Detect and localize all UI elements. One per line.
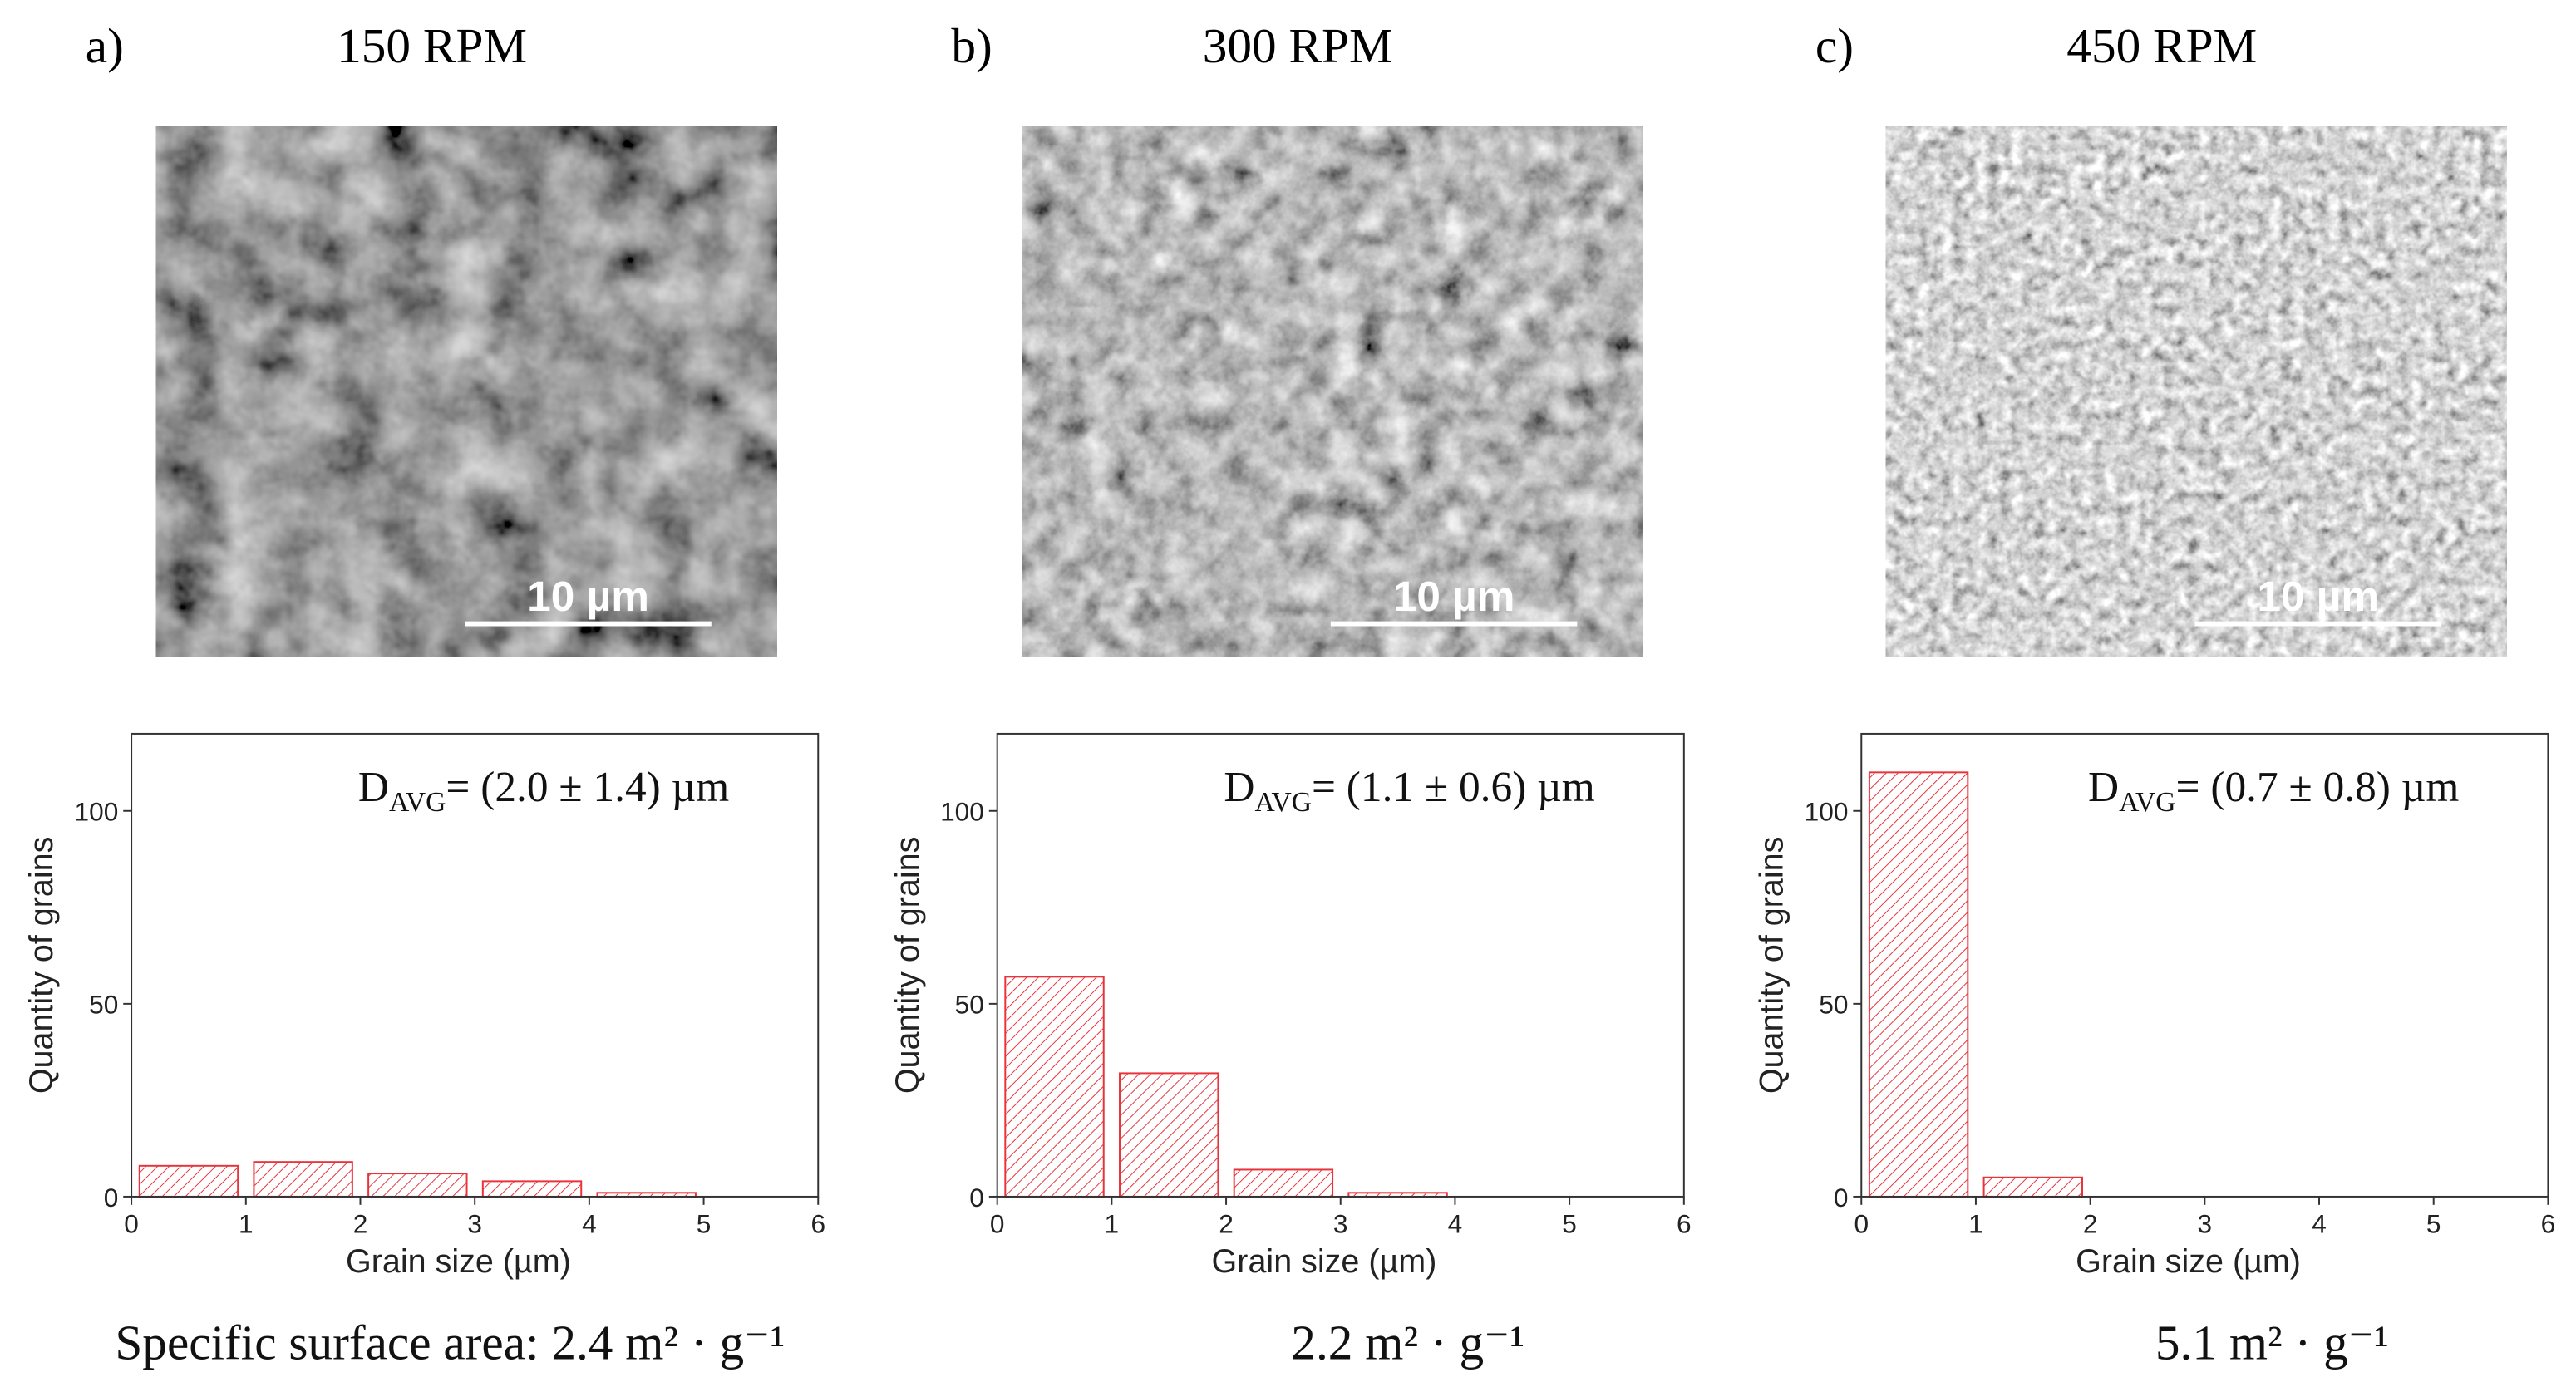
panel-label: a) bbox=[86, 18, 124, 73]
annotation-text: = (1.1 ± 0.6) µm bbox=[1312, 764, 1595, 811]
x-tick-label: 2 bbox=[2083, 1208, 2098, 1238]
x-tick-label: 1 bbox=[239, 1208, 254, 1238]
bar bbox=[367, 1173, 468, 1198]
bar bbox=[253, 1161, 353, 1198]
x-axis-label: Grain size (µm) bbox=[346, 1243, 571, 1280]
x-tick-label: 0 bbox=[1854, 1208, 1869, 1238]
sem-image bbox=[1022, 126, 1643, 657]
y-tick-label: 50 bbox=[89, 990, 118, 1020]
y-axis-label: Quantity of grains bbox=[889, 837, 926, 1094]
y-tick-label: 0 bbox=[969, 1183, 984, 1212]
scale-bar-label: 10 µm bbox=[527, 572, 649, 620]
panel-title: 450 RPM bbox=[2066, 18, 2257, 73]
x-tick-label: 4 bbox=[1448, 1208, 1463, 1238]
panel: b) 300 RPM 10 µm 0 1 2 3 4 5 6 0 50 100 Grain size (µ… bbox=[889, 18, 1692, 1370]
y-tick-label: 100 bbox=[75, 797, 119, 827]
panel: a) 150 RPM 10 µm 0 1 2 3 4 5 6 0 50 100 Grain size (µ… bbox=[23, 18, 825, 1370]
annotation-text: = (0.7 ± 0.8) µm bbox=[2176, 764, 2460, 811]
x-axis-label: Grain size (µm) bbox=[1212, 1243, 1437, 1280]
y-tick-label: 100 bbox=[1805, 797, 1849, 827]
y-tick-label: 0 bbox=[104, 1183, 119, 1212]
x-tick-label: 4 bbox=[582, 1208, 597, 1238]
x-tick-label: 6 bbox=[2541, 1208, 2556, 1238]
x-tick-label: 3 bbox=[1333, 1208, 1348, 1238]
x-tick-label: 5 bbox=[2426, 1208, 2441, 1238]
bar bbox=[1004, 976, 1105, 1198]
panel-title: 300 RPM bbox=[1203, 18, 1393, 73]
x-tick-label: 2 bbox=[353, 1208, 368, 1238]
x-tick-label: 5 bbox=[697, 1208, 712, 1238]
bar bbox=[1868, 771, 1969, 1198]
x-tick-label: 5 bbox=[1562, 1208, 1577, 1238]
x-tick-label: 2 bbox=[1219, 1208, 1234, 1238]
annotation-text: = (2.0 ± 1.4) µm bbox=[446, 764, 729, 811]
bar bbox=[481, 1180, 583, 1198]
annotation-symbol: D bbox=[358, 764, 389, 811]
scale-bar-label: 10 µm bbox=[1393, 572, 1515, 620]
panel: c) 450 RPM 10 µm 0 1 2 3 4 5 6 0 50 100 Grain size (µ… bbox=[1753, 18, 2555, 1370]
bar bbox=[1119, 1072, 1219, 1198]
bar bbox=[138, 1164, 239, 1198]
y-tick-label: 100 bbox=[940, 797, 984, 827]
bar bbox=[1982, 1176, 2083, 1198]
annotation-subscript: AVG bbox=[2119, 787, 2175, 818]
annotation-subscript: AVG bbox=[389, 787, 446, 818]
x-tick-label: 6 bbox=[810, 1208, 825, 1238]
y-axis-label: Quantity of grains bbox=[23, 837, 60, 1094]
surface-area: 2.2 m² · g⁻¹ bbox=[1291, 1316, 1524, 1370]
panel-label: b) bbox=[951, 18, 992, 73]
annotation: DAVG= (2.0 ± 1.4) µm bbox=[358, 764, 729, 818]
panel-title: 150 RPM bbox=[337, 18, 527, 73]
sem-image bbox=[1885, 126, 2507, 657]
surface-area: 5.1 m² · g⁻¹ bbox=[2155, 1316, 2389, 1370]
annotation-symbol: D bbox=[2088, 764, 2119, 811]
y-tick-label: 0 bbox=[1834, 1183, 1849, 1212]
x-tick-label: 4 bbox=[2312, 1208, 2327, 1238]
scale-bar-label: 10 µm bbox=[2257, 572, 2379, 620]
x-tick-label: 0 bbox=[990, 1208, 1005, 1238]
sem-image bbox=[155, 126, 777, 657]
x-tick-label: 6 bbox=[1677, 1208, 1692, 1238]
x-tick-label: 3 bbox=[2198, 1208, 2213, 1238]
x-tick-label: 1 bbox=[1968, 1208, 1983, 1238]
y-axis-label: Quantity of grains bbox=[1753, 837, 1790, 1094]
annotation: DAVG= (0.7 ± 0.8) µm bbox=[2088, 764, 2459, 818]
y-tick-label: 50 bbox=[955, 990, 984, 1020]
x-tick-label: 0 bbox=[124, 1208, 139, 1238]
x-axis-label: Grain size (µm) bbox=[2076, 1243, 2301, 1280]
panel-label: c) bbox=[1815, 18, 1854, 73]
annotation-subscript: AVG bbox=[1255, 787, 1312, 818]
surface-area: Specific surface area: 2.4 m² · g⁻¹ bbox=[115, 1316, 785, 1370]
annotation: DAVG= (1.1 ± 0.6) µm bbox=[1224, 764, 1594, 818]
bar bbox=[1233, 1168, 1334, 1198]
x-tick-label: 3 bbox=[467, 1208, 482, 1238]
annotation-symbol: D bbox=[1224, 764, 1254, 811]
y-tick-label: 50 bbox=[1819, 990, 1848, 1020]
x-tick-label: 1 bbox=[1105, 1208, 1120, 1238]
